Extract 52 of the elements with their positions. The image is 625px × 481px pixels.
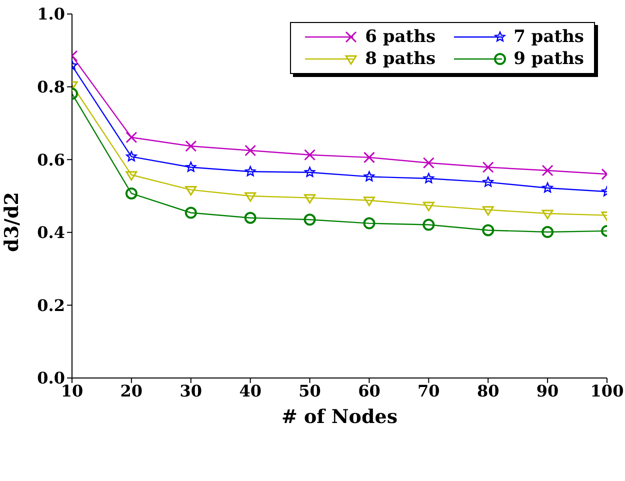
point	[363, 152, 375, 164]
x-tick-label: 60	[358, 381, 380, 400]
point	[125, 187, 138, 200]
point	[244, 192, 256, 202]
legend-label: 7 paths	[514, 27, 584, 47]
point	[244, 166, 256, 176]
point	[185, 140, 197, 152]
point	[304, 166, 316, 177]
point	[244, 144, 256, 156]
x-tick-label: 30	[180, 381, 202, 400]
point	[482, 176, 494, 187]
y-axis-title: d3/d2	[1, 192, 23, 252]
legend-label: 6 paths	[365, 27, 436, 47]
point	[542, 164, 554, 176]
point	[422, 157, 434, 169]
x-tick-label: 20	[120, 381, 143, 400]
x-tick-label: 40	[239, 381, 262, 400]
point	[186, 162, 196, 172]
x-tick-label: 70	[418, 381, 440, 400]
point	[542, 226, 554, 238]
point	[364, 171, 375, 182]
point	[184, 206, 197, 219]
point	[542, 182, 553, 193]
point	[363, 196, 375, 206]
point	[304, 214, 316, 226]
point	[244, 212, 256, 224]
x-tick-label: 80	[476, 381, 500, 400]
point	[422, 218, 435, 231]
point	[185, 186, 197, 196]
x-tick-label: 90	[536, 381, 559, 400]
legend-label: 8 paths	[365, 49, 436, 69]
point	[304, 149, 316, 161]
x-tick-label: 50	[298, 381, 321, 400]
legend-label: 9 paths	[514, 49, 584, 69]
point	[126, 132, 138, 144]
y-tick-label: 1.0	[37, 4, 65, 24]
x-axis-title: # of Nodes	[281, 406, 398, 428]
y-tick-label: 0.2	[37, 296, 65, 315]
point	[482, 206, 494, 216]
point	[126, 171, 138, 181]
point	[542, 210, 554, 220]
y-tick-label: 0.6	[37, 150, 65, 170]
point	[422, 202, 434, 212]
point	[482, 224, 494, 236]
y-tick-label: 0.8	[37, 77, 65, 96]
point	[423, 172, 434, 184]
x-tick-label: 100	[590, 381, 624, 400]
y-tick-label: 0.4	[37, 223, 65, 242]
point	[304, 194, 316, 204]
point	[363, 217, 376, 230]
point	[126, 151, 137, 162]
point	[482, 161, 494, 173]
